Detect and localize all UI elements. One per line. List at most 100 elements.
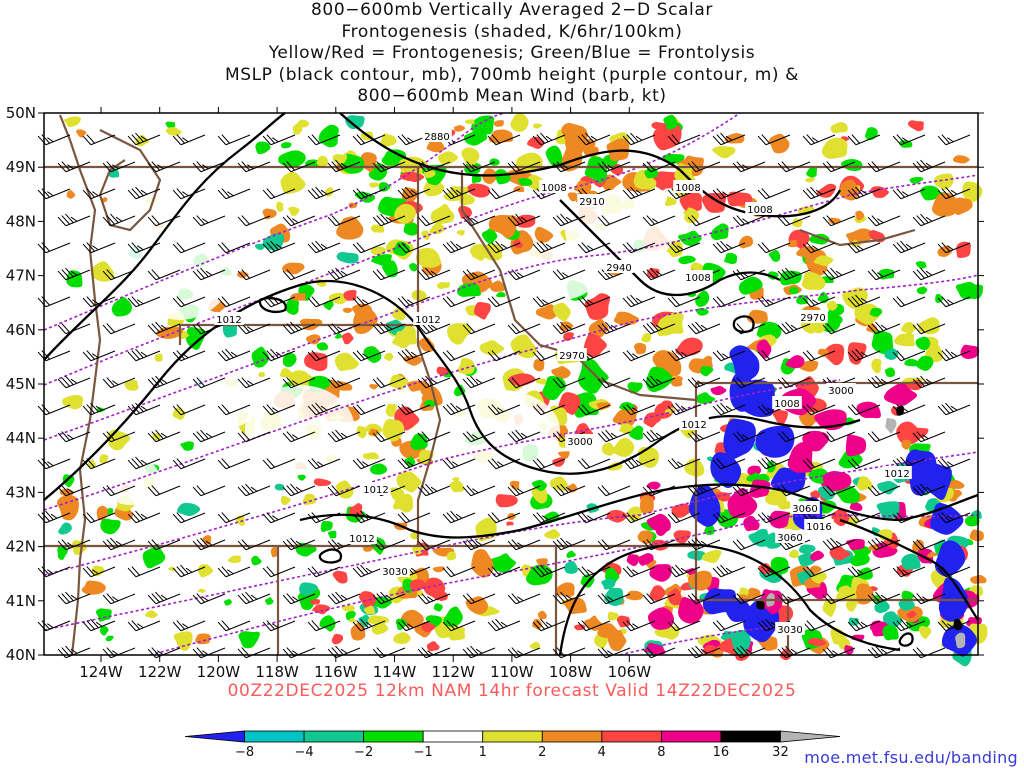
weak-region xyxy=(120,180,240,320)
wind-barb xyxy=(577,132,611,146)
shade-cell xyxy=(350,622,366,641)
wind-barb xyxy=(687,537,721,551)
shade-cell xyxy=(679,191,702,212)
height-contour-label: 3000 xyxy=(828,386,853,397)
source-credit[interactable]: moe.met.fsu.edu/banding xyxy=(804,748,1018,767)
wind-barb xyxy=(262,512,296,524)
wind-barb xyxy=(777,161,811,173)
shade-cell xyxy=(420,386,431,395)
wind-barb xyxy=(732,539,766,551)
wind-barb xyxy=(712,564,746,578)
shade-cell xyxy=(866,322,878,333)
wind-barb xyxy=(57,323,91,335)
shade-cell xyxy=(494,169,511,185)
wind-barb xyxy=(417,215,451,227)
shade-cell xyxy=(870,186,889,198)
shade-cell xyxy=(743,515,760,532)
mslp-contour-label-bg xyxy=(745,202,775,215)
shade-cell xyxy=(370,224,385,233)
shade-cell xyxy=(345,115,365,130)
shade-cell xyxy=(348,618,357,623)
shade-cell xyxy=(664,196,677,207)
wind-barb xyxy=(577,458,611,470)
wind-barb xyxy=(487,512,521,524)
wind-barb xyxy=(307,350,341,362)
shade-cell xyxy=(421,621,436,633)
shade-cell xyxy=(369,463,387,475)
shade-cell xyxy=(583,333,607,358)
wind-barb xyxy=(867,269,901,281)
shade-cell xyxy=(639,495,654,514)
shade-cell xyxy=(836,586,857,602)
shade-cell xyxy=(336,251,359,264)
wind-barb xyxy=(282,269,316,281)
shade-cell xyxy=(789,286,799,295)
wind-barb xyxy=(192,429,226,443)
shade-cell xyxy=(356,425,367,439)
shade-cell xyxy=(409,579,425,592)
shade-cell xyxy=(363,346,382,363)
shade-cell xyxy=(738,235,754,249)
shade-cell xyxy=(173,631,193,651)
shade-cell xyxy=(340,153,365,174)
wind-barb xyxy=(802,242,836,254)
shade-cell xyxy=(457,357,475,375)
wind-barb xyxy=(417,161,451,173)
shade-cell xyxy=(649,585,666,602)
wind-barb xyxy=(892,618,926,632)
shade-cell xyxy=(678,255,696,265)
shade-cell xyxy=(915,336,931,351)
wind-barb xyxy=(147,375,181,389)
colorbar-segment xyxy=(780,730,841,743)
wind-barb xyxy=(822,267,856,281)
wind-barb xyxy=(622,186,656,200)
shade-cell xyxy=(533,359,545,372)
shade-cell xyxy=(563,332,574,341)
shade-cell xyxy=(596,402,611,410)
weak-region xyxy=(520,240,600,300)
shade-cell xyxy=(935,293,944,303)
wind-barb xyxy=(777,377,811,389)
mslp-contour xyxy=(839,518,979,621)
frontogenesis-extreme xyxy=(896,405,904,416)
wind-barb xyxy=(892,566,926,578)
mslp-contour-label: 1012 xyxy=(884,469,909,480)
wind-barb xyxy=(462,485,496,497)
wind-barb xyxy=(532,458,566,470)
wind-barb xyxy=(237,591,271,605)
shade-cell xyxy=(295,542,317,557)
shade-cell xyxy=(918,625,932,639)
height-contour-label-bg xyxy=(565,434,595,447)
wind-barb xyxy=(82,134,116,146)
wind-barb xyxy=(192,377,226,389)
lat-label: 45N xyxy=(6,375,36,393)
shade-cell xyxy=(334,333,342,339)
wind-barb xyxy=(147,161,181,173)
shade-cell xyxy=(124,380,139,391)
mslp-contour xyxy=(258,296,287,314)
wind-barb xyxy=(712,402,746,416)
shade-cell xyxy=(426,641,440,652)
colorbar-label: 8 xyxy=(657,745,665,760)
shade-cell xyxy=(437,151,459,165)
shade-cell xyxy=(262,208,277,220)
wind-barb xyxy=(327,323,361,335)
shade-cell xyxy=(392,331,411,349)
shade-cell xyxy=(738,276,763,295)
shade-cell xyxy=(846,538,865,551)
shade-cell xyxy=(845,599,858,612)
wind-barb xyxy=(912,431,946,443)
shade-cell xyxy=(223,599,232,606)
wind-barb xyxy=(892,350,926,362)
height-contour-label-bg xyxy=(798,310,828,323)
shade-cell xyxy=(835,485,860,504)
shade-cell xyxy=(446,551,456,561)
shade-cell xyxy=(826,300,838,311)
shade-cell xyxy=(58,522,72,535)
wind-barb xyxy=(847,186,881,200)
shade-cell xyxy=(887,613,897,623)
wind-barb xyxy=(397,296,431,308)
shade-cell xyxy=(464,119,475,125)
wind-barb xyxy=(327,591,361,605)
wind-barb xyxy=(307,296,341,308)
